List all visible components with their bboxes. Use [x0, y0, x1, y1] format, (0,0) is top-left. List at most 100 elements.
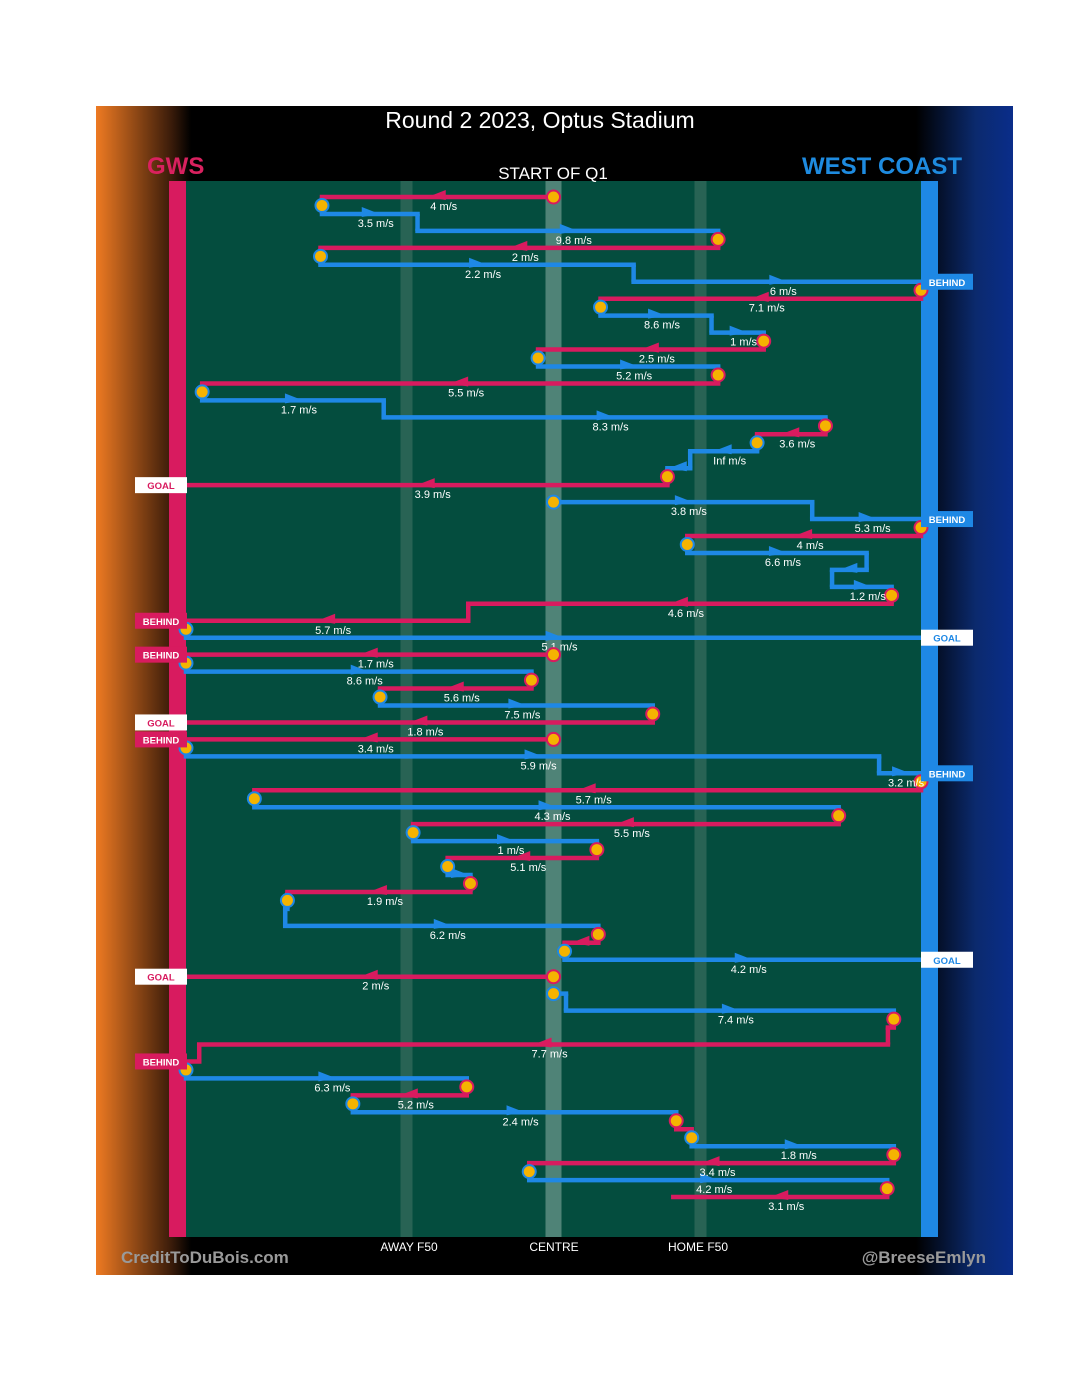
chain-arrow-4 — [509, 240, 528, 251]
speed-label-47: 2 m/s — [362, 981, 389, 993]
speed-label-29: 8.6 m/s — [347, 676, 384, 688]
quarter-label: START OF Q1 — [498, 164, 608, 183]
speed-label-7: 7.1 m/s — [749, 303, 786, 315]
turnover-marker-44 — [590, 926, 606, 942]
speed-label-38: 5.5 m/s — [614, 828, 651, 840]
chain-arrow-19 — [674, 495, 693, 506]
chain-arrow-42 — [368, 884, 387, 895]
turnover-marker-57 — [886, 1147, 902, 1163]
outcome-label-52: BEHIND — [143, 1057, 180, 1068]
speed-label-36: 5.7 m/s — [576, 794, 613, 806]
home-f50-band — [694, 181, 707, 1237]
speed-label-1: 4 m/s — [430, 201, 457, 213]
chain-arrow-22 — [768, 545, 787, 556]
turnover-marker-14 — [817, 418, 833, 434]
speed-label-25: 4.6 m/s — [668, 608, 705, 620]
outcome-badge-46 — [921, 951, 973, 968]
chain-arrow-25 — [669, 596, 688, 607]
turnover-marker-15 — [749, 435, 765, 451]
speed-label-15: 3.6 m/s — [779, 438, 816, 450]
chain-arrow-17 — [668, 461, 687, 472]
turnover-marker-30 — [372, 689, 388, 705]
outcome-label-46: GOAL — [933, 956, 961, 967]
chain-arrow-35 — [892, 766, 911, 777]
centre-band — [545, 181, 562, 1237]
speed-label-24: 1.2 m/s — [850, 591, 887, 603]
turnover-marker-40 — [440, 859, 456, 875]
speed-label-54: 5.2 m/s — [398, 1099, 435, 1111]
speed-label-9: 1 m/s — [730, 337, 757, 349]
chain-arrow-6 — [769, 274, 788, 285]
speed-label-53: 6.3 m/s — [314, 1082, 351, 1094]
outcome-label-47: GOAL — [147, 973, 175, 984]
speed-label-19: 3.8 m/s — [671, 506, 708, 518]
turnover-marker-10 — [530, 350, 546, 366]
chain-arrow-24 — [853, 579, 872, 590]
chain-arrow-46 — [734, 952, 753, 963]
turnover-marker-17 — [659, 469, 675, 485]
chain-arrow-59 — [700, 1173, 719, 1184]
outcome-badge-32 — [135, 714, 187, 731]
chain-arrow-44 — [433, 918, 452, 929]
chain-arrow-5 — [469, 257, 488, 268]
outcome-badge-26 — [135, 612, 187, 629]
centre-bounce-marker-19 — [546, 494, 561, 510]
turnover-marker-9 — [756, 333, 772, 349]
turnover-marker-54 — [345, 1096, 361, 1112]
turnover-marker-56 — [684, 1130, 700, 1146]
outcome-badge-20 — [921, 511, 973, 528]
home-goal-bar — [169, 181, 186, 1237]
chain-arrow-10 — [640, 342, 659, 353]
chain-arrow-53 — [318, 1071, 337, 1082]
turnover-marker-29 — [523, 672, 539, 688]
turnover-marker-3 — [710, 231, 726, 247]
speed-label-32: 1.8 m/s — [407, 726, 444, 738]
chain-arrow-60 — [770, 1190, 789, 1201]
turnover-marker-4 — [313, 248, 329, 264]
speed-label-34: 5.9 m/s — [521, 760, 558, 772]
outcome-badge-27 — [921, 629, 973, 646]
speed-label-57: 1.8 m/s — [781, 1150, 818, 1162]
centre-bounce-marker-47 — [546, 969, 561, 985]
away-goal-bar — [921, 181, 938, 1237]
chain-arrow-38 — [615, 817, 634, 828]
speed-label-60: 3.1 m/s — [768, 1201, 805, 1213]
chart-title: Round 2 2023, Optus Stadium — [385, 107, 695, 133]
turnover-marker-38 — [405, 825, 421, 841]
speed-label-11: 5.2 m/s — [616, 371, 653, 383]
speed-label-59: 4.2 m/s — [696, 1184, 733, 1196]
chain-arrow-3 — [559, 223, 578, 234]
speed-label-49: 7.4 m/s — [718, 1015, 755, 1027]
chain-arrow-32 — [409, 715, 428, 726]
chain-arrow-15 — [781, 427, 800, 438]
chain-arrow-36 — [577, 783, 596, 794]
speed-label-14: 8.3 m/s — [593, 421, 630, 433]
chain-arrow-49 — [721, 1003, 740, 1014]
chain-arrow-45 — [571, 935, 590, 946]
chain-arrow-27 — [545, 630, 564, 641]
turnover-marker-39 — [589, 842, 605, 858]
turnover-marker-53 — [459, 1079, 475, 1095]
axis-label-centre: CENTRE — [529, 1240, 579, 1254]
speed-label-39: 1 m/s — [498, 845, 525, 857]
chain-arrow-1 — [427, 190, 446, 200]
chain-arrow-21 — [794, 529, 813, 539]
outcome-label-28: BEHIND — [143, 651, 180, 662]
turnover-marker-31 — [645, 706, 661, 722]
outcome-label-35: BEHIND — [929, 769, 966, 780]
turnover-marker-41 — [462, 875, 478, 891]
centre-bounce-marker-33 — [546, 731, 561, 747]
outcome-label-20: BEHIND — [929, 515, 966, 526]
centre-bounce-marker-1 — [546, 189, 561, 205]
turnover-marker-7 — [593, 299, 609, 315]
chain-arrow-51 — [533, 1037, 552, 1048]
speed-label-30: 5.6 m/s — [444, 693, 481, 705]
speed-label-33: 3.4 m/s — [358, 743, 395, 755]
chain-arrow-16 — [713, 444, 732, 455]
turnover-marker-55 — [668, 1113, 684, 1129]
chain-arrow-13 — [284, 393, 303, 404]
chain-arrow-41 — [451, 868, 470, 878]
chain-arrow-23 — [839, 562, 858, 573]
outcome-label-32: GOAL — [147, 718, 175, 729]
